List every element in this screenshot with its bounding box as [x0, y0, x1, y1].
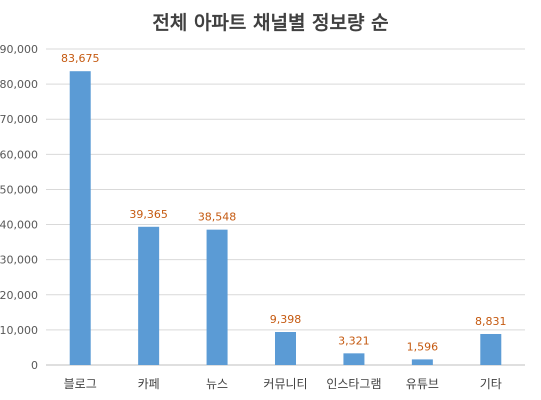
y-tick-label: 40,000 [0, 219, 38, 232]
y-tick-label: 30,000 [0, 254, 38, 267]
bar [206, 229, 228, 365]
data-label: 3,321 [338, 334, 370, 347]
bar [480, 333, 502, 365]
chart-title: 전체 아파트 채널별 정보량 순 [152, 12, 389, 34]
x-tick-label: 커뮤니티 [263, 377, 307, 391]
x-tick-label: 카페 [138, 377, 160, 391]
y-tick-label: 60,000 [0, 148, 38, 161]
y-tick-label: 0 [31, 359, 38, 372]
y-tick-label: 20,000 [0, 289, 38, 302]
bar [69, 71, 91, 366]
data-label: 9,398 [270, 313, 302, 326]
y-tick-label: 10,000 [0, 324, 38, 337]
bar [138, 226, 160, 365]
data-label: 1,596 [407, 340, 439, 353]
y-tick-label: 70,000 [0, 113, 38, 126]
y-tick-label: 90,000 [0, 43, 38, 56]
x-tick-label: 인스타그램 [326, 377, 381, 391]
data-label: 38,548 [198, 211, 237, 224]
bar [343, 353, 365, 365]
x-tick-label: 유튜브 [406, 377, 439, 391]
bar [275, 332, 296, 365]
y-tick-label: 80,000 [0, 78, 38, 91]
data-label: 8,831 [475, 315, 507, 328]
data-label: 39,365 [129, 208, 168, 221]
data-label: 83,675 [61, 52, 100, 65]
x-tick-label: 블로그 [64, 377, 97, 391]
y-tick-label: 50,000 [0, 183, 38, 196]
x-tick-label: 뉴스 [206, 377, 228, 391]
x-tick-label: 기타 [480, 377, 502, 391]
bar [411, 359, 433, 365]
